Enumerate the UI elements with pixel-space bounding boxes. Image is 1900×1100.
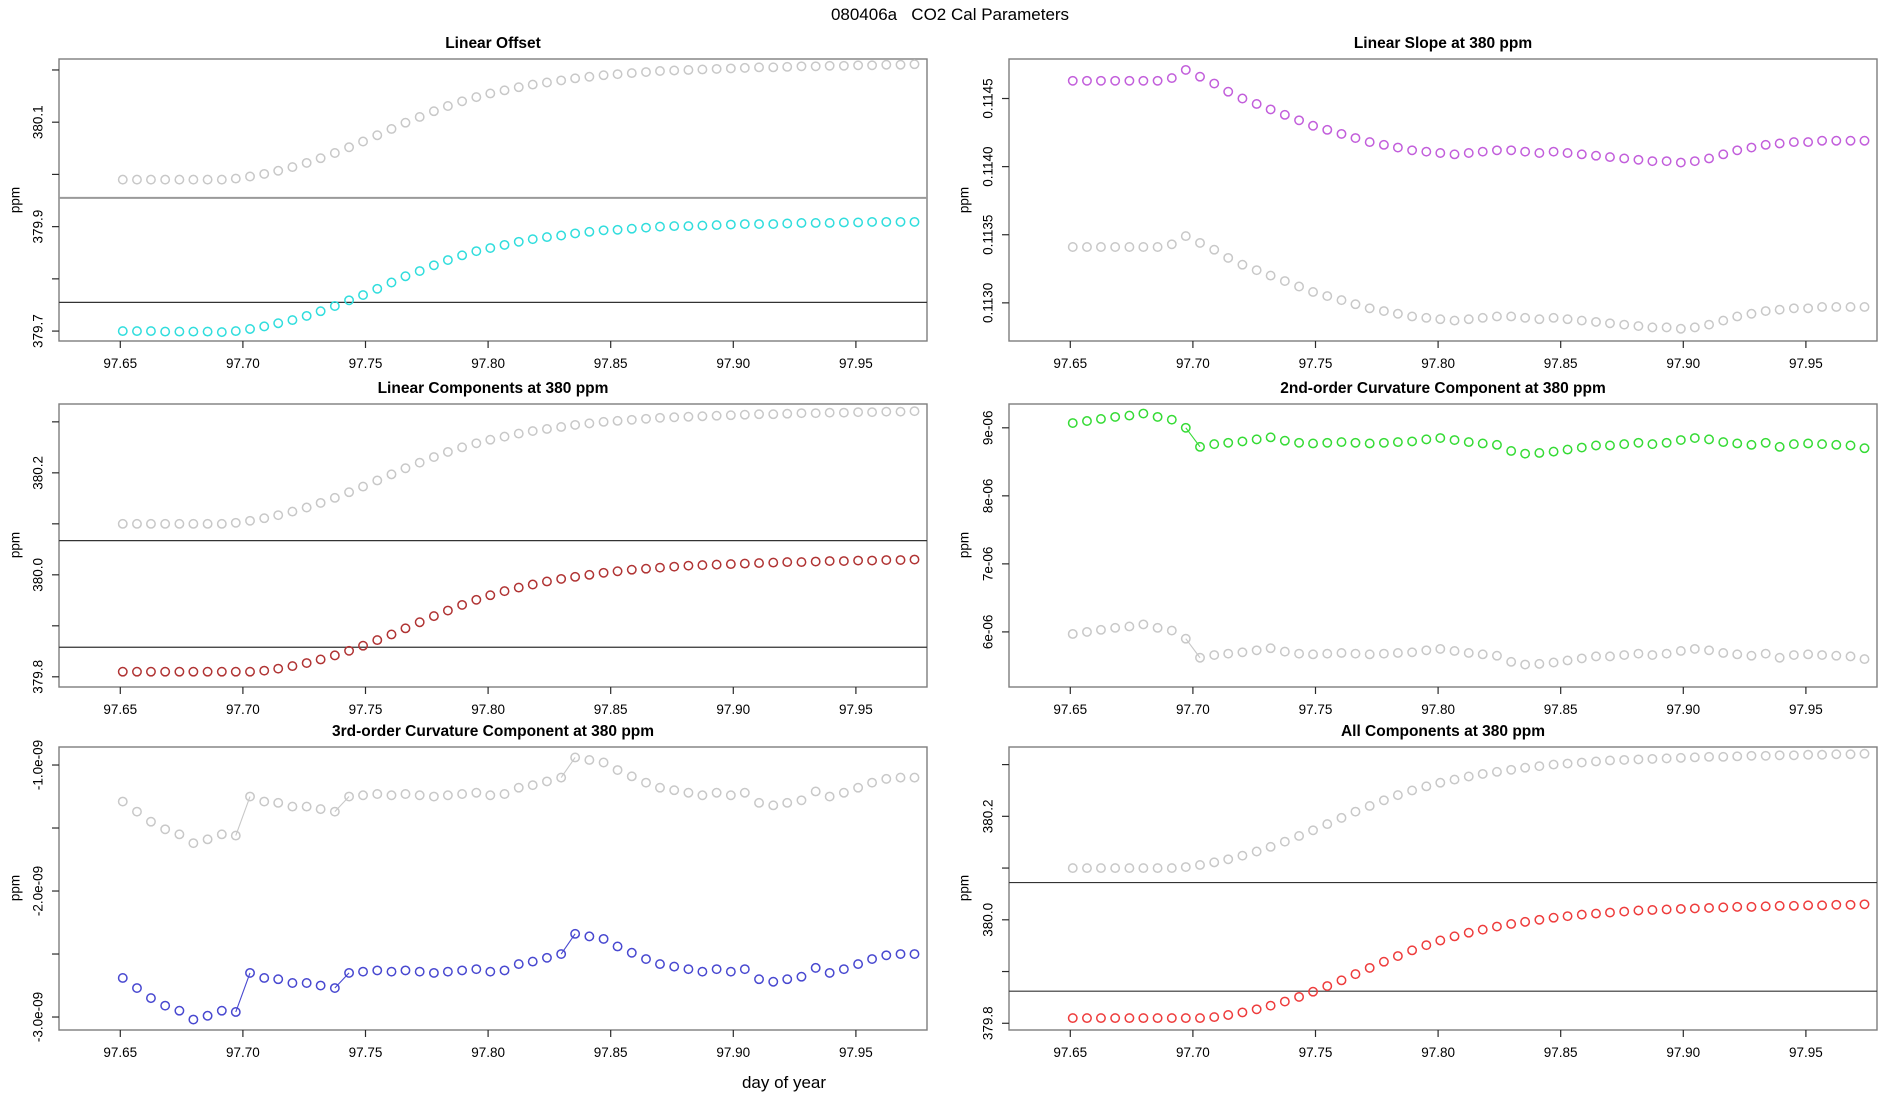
svg-text:380.0: 380.0 xyxy=(31,558,46,592)
svg-text:97.75: 97.75 xyxy=(1299,1045,1333,1060)
svg-text:97.75: 97.75 xyxy=(1299,356,1333,371)
svg-text:379.9: 379.9 xyxy=(31,210,46,244)
panel-3rd-order-curvature: 97.65 97.70 97.75 97.80 97.85 97.90 97.95 -3.0e… xyxy=(31,740,928,1060)
panel-linear-components: 97.65 97.70 97.75 97.80 97.85 97.90 97.95 379.8… xyxy=(31,403,928,717)
gray-points xyxy=(117,752,920,849)
svg-text:97.80: 97.80 xyxy=(471,702,505,717)
svg-text:97.90: 97.90 xyxy=(716,356,750,371)
svg-text:97.80: 97.80 xyxy=(471,1045,505,1060)
svg-text:97.95: 97.95 xyxy=(839,1045,873,1060)
gray-points xyxy=(1067,748,1870,874)
svg-text:380.2: 380.2 xyxy=(31,456,46,490)
svg-text:97.70: 97.70 xyxy=(226,1045,260,1060)
gray-points xyxy=(117,59,920,185)
panel-title-all-components: All Components at 380 ppm xyxy=(1340,723,1546,740)
panel-title-linear-offset: Linear Offset xyxy=(445,35,541,52)
green-points xyxy=(1067,408,1870,459)
svg-text:6e-06: 6e-06 xyxy=(981,615,996,650)
svg-text:97.75: 97.75 xyxy=(349,1045,383,1060)
svg-text:97.85: 97.85 xyxy=(1544,702,1578,717)
svg-text:97.80: 97.80 xyxy=(1421,1045,1455,1060)
svg-text:97.95: 97.95 xyxy=(1789,1045,1823,1060)
gray-points xyxy=(1067,619,1870,670)
svg-text:97.65: 97.65 xyxy=(1053,702,1087,717)
svg-text:97.65: 97.65 xyxy=(103,702,137,717)
svg-text:0.1145: 0.1145 xyxy=(981,78,996,118)
svg-text:97.70: 97.70 xyxy=(1176,702,1210,717)
svg-text:97.95: 97.95 xyxy=(1789,356,1823,371)
svg-text:97.70: 97.70 xyxy=(226,702,260,717)
svg-text:-3.0e-09: -3.0e-09 xyxy=(31,992,46,1042)
svg-text:97.80: 97.80 xyxy=(1421,356,1455,371)
svg-text:97.65: 97.65 xyxy=(1053,1045,1087,1060)
svg-text:0.1130: 0.1130 xyxy=(981,283,996,323)
panel-title-linear-slope: Linear Slope at 380 ppm xyxy=(1353,35,1533,52)
svg-text:379.8: 379.8 xyxy=(981,1006,996,1040)
svg-text:97.65: 97.65 xyxy=(103,356,137,371)
red-points xyxy=(1067,899,1870,1024)
darkred-points xyxy=(117,554,920,677)
x-axis-label: day of year xyxy=(741,1073,827,1092)
svg-text:97.90: 97.90 xyxy=(716,702,750,717)
svg-text:379.7: 379.7 xyxy=(31,314,46,348)
panel-linear-offset: 97.65 97.70 97.75 97.80 97.85 97.90 97.95 379.7… xyxy=(31,58,928,371)
gray-points xyxy=(1067,231,1870,334)
panel-2nd-order-curvature: 97.65 97.70 97.75 97.80 97.85 97.90 97.95 6e-06… xyxy=(981,403,1878,717)
svg-text:97.90: 97.90 xyxy=(716,1045,750,1060)
svg-text:-2.0e-09: -2.0e-09 xyxy=(31,866,46,916)
svg-text:97.65: 97.65 xyxy=(103,1045,137,1060)
main-title: 080406a CO2 Cal Parameters xyxy=(830,5,1070,24)
panel-linear-slope: 97.65 97.70 97.75 97.80 97.85 97.90 97.95 0.113… xyxy=(981,58,1878,371)
svg-text:97.70: 97.70 xyxy=(1176,1045,1210,1060)
svg-text:97.75: 97.75 xyxy=(349,702,383,717)
svg-text:0.1140: 0.1140 xyxy=(981,146,996,186)
purple-points xyxy=(1067,64,1870,168)
svg-text:97.85: 97.85 xyxy=(594,702,628,717)
svg-text:0.1135: 0.1135 xyxy=(981,215,996,255)
svg-text:380.0: 380.0 xyxy=(981,903,996,937)
svg-text:97.95: 97.95 xyxy=(839,356,873,371)
svg-text:97.65: 97.65 xyxy=(1053,356,1087,371)
svg-text:7e-06: 7e-06 xyxy=(981,547,996,582)
svg-text:-1.0e-09: -1.0e-09 xyxy=(31,740,46,790)
svg-text:379.8: 379.8 xyxy=(31,660,46,694)
svg-text:97.95: 97.95 xyxy=(839,702,873,717)
svg-text:97.85: 97.85 xyxy=(594,356,628,371)
gray-points xyxy=(117,406,920,529)
svg-text:97.70: 97.70 xyxy=(226,356,260,371)
panel-title-3rd-order-curvature: 3rd-order Curvature Component at 380 ppm xyxy=(331,723,655,740)
svg-text:97.85: 97.85 xyxy=(1544,356,1578,371)
svg-text:380.2: 380.2 xyxy=(981,799,996,833)
svg-text:97.95: 97.95 xyxy=(1789,702,1823,717)
svg-text:380.1: 380.1 xyxy=(31,105,46,139)
panel-title-2nd-order-curvature: 2nd-order Curvature Component at 380 ppm xyxy=(1280,380,1606,397)
svg-text:97.85: 97.85 xyxy=(1544,1045,1578,1060)
svg-text:97.75: 97.75 xyxy=(1299,702,1333,717)
svg-text:97.90: 97.90 xyxy=(1666,702,1700,717)
panel-title-linear-components: Linear Components at 380 ppm xyxy=(377,380,609,397)
panel-all-components: 97.65 97.70 97.75 97.80 97.85 97.90 97.95 379.8… xyxy=(981,746,1878,1060)
svg-text:9e-06: 9e-06 xyxy=(981,411,996,446)
svg-text:97.90: 97.90 xyxy=(1666,356,1700,371)
svg-text:97.75: 97.75 xyxy=(349,356,383,371)
blue-points xyxy=(117,928,920,1025)
svg-text:8e-06: 8e-06 xyxy=(981,479,996,514)
svg-text:97.85: 97.85 xyxy=(594,1045,628,1060)
svg-text:97.80: 97.80 xyxy=(471,356,505,371)
svg-text:97.90: 97.90 xyxy=(1666,1045,1700,1060)
svg-text:97.80: 97.80 xyxy=(1421,702,1455,717)
svg-text:97.70: 97.70 xyxy=(1176,356,1210,371)
cyan-points xyxy=(117,216,920,338)
